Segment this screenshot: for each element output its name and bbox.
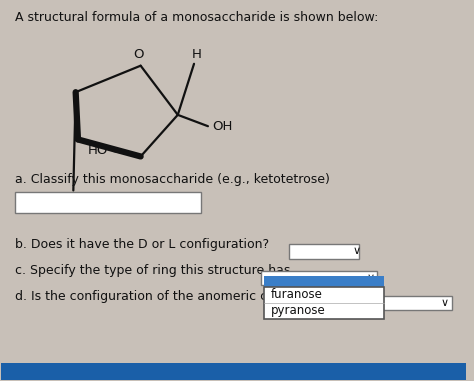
Text: A structural formula of a monosaccharide is shown below:: A structural formula of a monosaccharide… (15, 11, 379, 24)
Text: c. Specify the type of ring this structure has.: c. Specify the type of ring this structu… (15, 264, 295, 277)
FancyBboxPatch shape (1, 363, 465, 379)
Text: furanose: furanose (271, 288, 322, 301)
Text: O: O (133, 48, 144, 61)
FancyBboxPatch shape (264, 276, 384, 287)
Text: H: H (191, 48, 201, 61)
Text: ∨: ∨ (353, 247, 361, 256)
FancyBboxPatch shape (289, 244, 359, 259)
FancyBboxPatch shape (349, 296, 452, 311)
Text: d. Is the configuration of the anomeric carbo: d. Is the configuration of the anomeric … (15, 290, 296, 303)
Text: HO: HO (88, 144, 108, 157)
Text: b. Does it have the D or L configuration?: b. Does it have the D or L configuration… (15, 238, 269, 251)
FancyBboxPatch shape (15, 192, 201, 213)
Text: pyranose: pyranose (271, 304, 325, 317)
Text: OH: OH (213, 120, 233, 133)
Text: a. Classify this monosaccharide (e.g., ketotetrose): a. Classify this monosaccharide (e.g., k… (15, 173, 330, 186)
Text: OH: OH (64, 195, 84, 208)
FancyBboxPatch shape (261, 271, 377, 285)
Text: ∨: ∨ (441, 298, 449, 308)
Text: ∨: ∨ (366, 273, 374, 283)
FancyBboxPatch shape (264, 287, 384, 319)
